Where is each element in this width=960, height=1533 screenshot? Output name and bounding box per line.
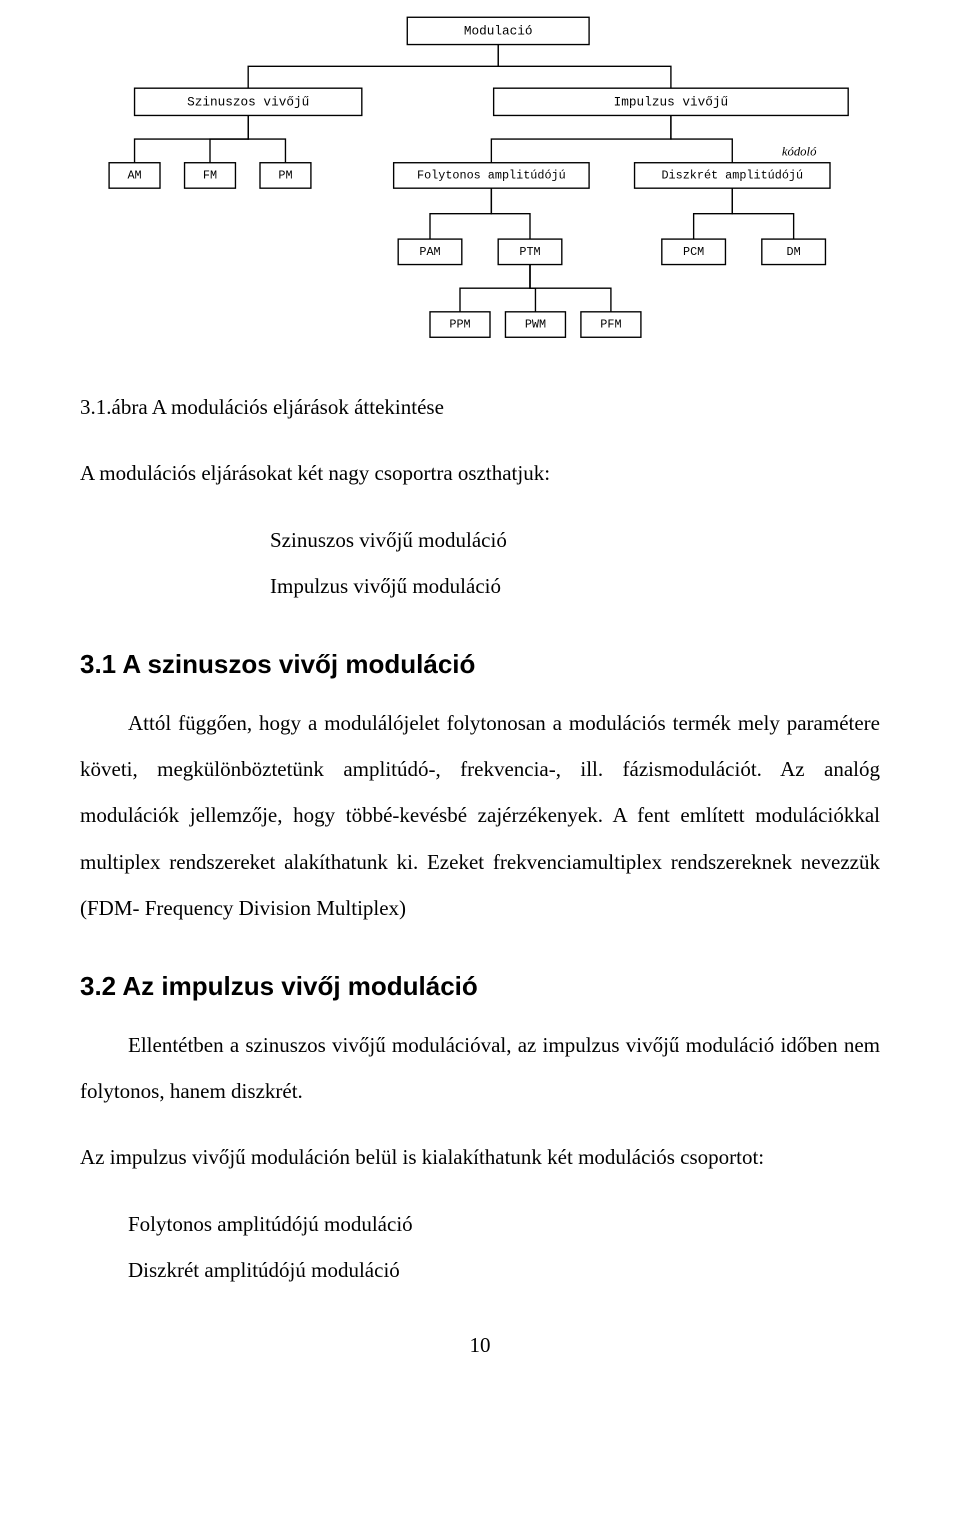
svg-text:PCM: PCM: [683, 245, 704, 259]
section-3-1-body: Attól függően, hogy a modulálójelet foly…: [80, 700, 880, 931]
svg-text:Diszkrét amplitúdójú: Diszkrét amplitúdójú: [661, 168, 803, 182]
svg-text:Modulació: Modulació: [464, 23, 533, 38]
bullet-line: Diszkrét amplitúdójú moduláció: [80, 1247, 880, 1293]
intro-paragraph: A modulációs eljárásokat két nagy csopor…: [80, 450, 880, 496]
svg-text:kódoló: kódoló: [782, 144, 817, 158]
svg-text:FM: FM: [203, 168, 217, 182]
figure-caption: 3.1.ábra A modulációs eljárások áttekint…: [80, 395, 880, 420]
tree-svg: Modulació Szinuszos vivőjű Impulzus vivőjű…: [80, 10, 880, 355]
bullet-line: Szinuszos vivőjű moduláció: [80, 517, 880, 563]
svg-text:PFM: PFM: [600, 318, 621, 332]
svg-text:AM: AM: [127, 168, 141, 182]
modulation-tree-diagram: Modulació Szinuszos vivőjű Impulzus vivőjű…: [80, 10, 880, 355]
svg-text:Folytonos amplitúdójú: Folytonos amplitúdójú: [417, 168, 566, 182]
page: Modulació Szinuszos vivőjű Impulzus vivőjű…: [0, 0, 960, 1398]
section-heading-3-2: 3.2 Az impulzus vivőj moduláció: [80, 971, 880, 1002]
section-3-2-body-1: Ellentétben a szinuszos vivőjű moduláció…: [80, 1022, 880, 1114]
svg-text:PWM: PWM: [525, 318, 546, 332]
svg-text:Impulzus vivőjű: Impulzus vivőjű: [614, 94, 729, 109]
section-3-2-body-2: Az impulzus vivőjű moduláción belül is k…: [80, 1134, 880, 1180]
bullet-line: Impulzus vivőjű moduláció: [80, 563, 880, 609]
section-heading-3-1: 3.1 A szinuszos vivőj moduláció: [80, 649, 880, 680]
svg-text:PM: PM: [278, 168, 292, 182]
bullet-line: Folytonos amplitúdójú moduláció: [80, 1201, 880, 1247]
svg-text:DM: DM: [787, 245, 801, 259]
svg-text:PAM: PAM: [419, 245, 440, 259]
page-number: 10: [80, 1333, 880, 1358]
svg-text:Szinuszos vivőjű: Szinuszos vivőjű: [187, 94, 309, 109]
svg-text:PPM: PPM: [449, 318, 470, 332]
svg-text:PTM: PTM: [519, 245, 540, 259]
